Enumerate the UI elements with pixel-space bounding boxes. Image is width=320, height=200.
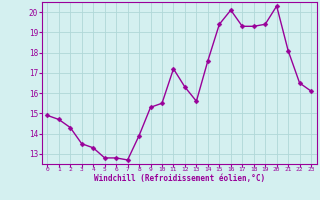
X-axis label: Windchill (Refroidissement éolien,°C): Windchill (Refroidissement éolien,°C) xyxy=(94,174,265,183)
